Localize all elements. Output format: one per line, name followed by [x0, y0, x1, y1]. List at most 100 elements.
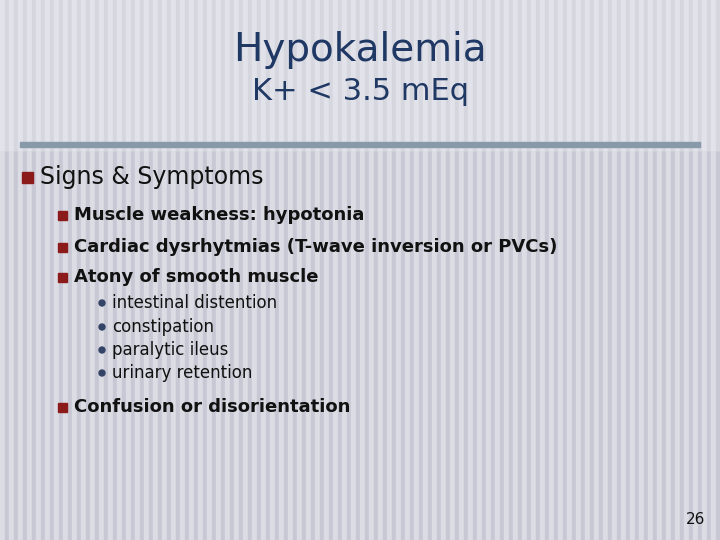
Bar [432, 0, 437, 150]
Bar [194, 0, 198, 150]
Bar [171, 0, 176, 540]
Bar [311, 0, 315, 540]
Bar [248, 0, 252, 150]
Text: intestinal distention: intestinal distention [112, 294, 277, 312]
Bar [41, 0, 45, 150]
Bar [279, 0, 284, 540]
Bar [531, 0, 536, 150]
Bar [221, 0, 225, 540]
Bar [468, 0, 473, 150]
Bar [581, 0, 585, 540]
Bar [662, 0, 666, 150]
Bar [324, 0, 329, 150]
Bar [554, 0, 558, 540]
Bar [522, 0, 527, 150]
Bar [603, 0, 608, 150]
Bar [320, 0, 324, 150]
Bar [576, 0, 581, 150]
Bar [698, 0, 702, 150]
Bar [410, 0, 414, 150]
Bar [374, 0, 378, 150]
Bar [216, 0, 221, 150]
Bar [81, 0, 86, 150]
Bar [108, 0, 113, 150]
Bar [599, 0, 603, 150]
Bar [716, 0, 720, 150]
Bar [666, 0, 671, 540]
Bar [702, 0, 707, 540]
Bar [144, 0, 149, 540]
Bar [486, 0, 491, 150]
Bar [482, 0, 486, 150]
Bar [113, 0, 117, 540]
Bar [320, 0, 324, 540]
Bar [527, 0, 531, 150]
Bar [482, 0, 486, 540]
Bar [252, 0, 257, 150]
Bar [590, 0, 594, 540]
Bar [464, 0, 468, 150]
Bar [495, 0, 500, 540]
Circle shape [99, 324, 105, 330]
Bar [140, 0, 144, 150]
Bar [329, 0, 333, 540]
Bar [243, 0, 248, 540]
Bar [563, 0, 567, 150]
Bar [59, 0, 63, 540]
Bar [626, 0, 630, 540]
Bar [689, 0, 693, 540]
Bar [671, 0, 675, 150]
Bar [162, 0, 167, 150]
Bar [104, 0, 108, 540]
Bar [81, 0, 86, 540]
Bar [594, 0, 599, 540]
Bar [275, 0, 279, 150]
Bar [315, 0, 320, 540]
Bar [171, 0, 176, 150]
Bar [441, 0, 446, 540]
Bar [351, 0, 356, 540]
Bar [212, 0, 216, 540]
Bar [207, 0, 212, 150]
Bar [360, 0, 365, 150]
Bar [356, 0, 360, 150]
Bar [176, 0, 180, 540]
Text: constipation: constipation [112, 318, 214, 336]
Bar [54, 0, 59, 540]
Bar [126, 0, 131, 150]
Bar [95, 0, 99, 540]
Bar [275, 0, 279, 540]
Bar [41, 0, 45, 540]
Bar [59, 0, 63, 150]
Bar [648, 0, 653, 540]
Bar [162, 0, 167, 540]
Bar [284, 0, 288, 150]
Bar [58, 242, 67, 252]
Bar [288, 0, 293, 540]
Bar [711, 0, 716, 150]
Bar [419, 0, 423, 150]
Bar [311, 0, 315, 150]
Text: Signs & Symptoms: Signs & Symptoms [40, 165, 264, 189]
Bar [702, 0, 707, 150]
Bar [293, 0, 297, 150]
Bar [203, 0, 207, 540]
Bar [657, 0, 662, 540]
Bar [297, 0, 302, 150]
Bar [693, 0, 698, 540]
Text: paralytic ileus: paralytic ileus [112, 341, 228, 359]
Bar [608, 0, 612, 150]
Bar [338, 0, 342, 540]
Bar [657, 0, 662, 150]
Bar [207, 0, 212, 540]
Bar [176, 0, 180, 150]
Bar [135, 0, 140, 540]
Text: Atony of smooth muscle: Atony of smooth muscle [74, 268, 318, 286]
Bar [369, 0, 374, 540]
Bar [536, 0, 540, 150]
Bar [585, 0, 590, 540]
Bar [549, 0, 554, 150]
Bar [428, 0, 432, 150]
Bar [617, 0, 621, 150]
Bar [500, 0, 504, 150]
